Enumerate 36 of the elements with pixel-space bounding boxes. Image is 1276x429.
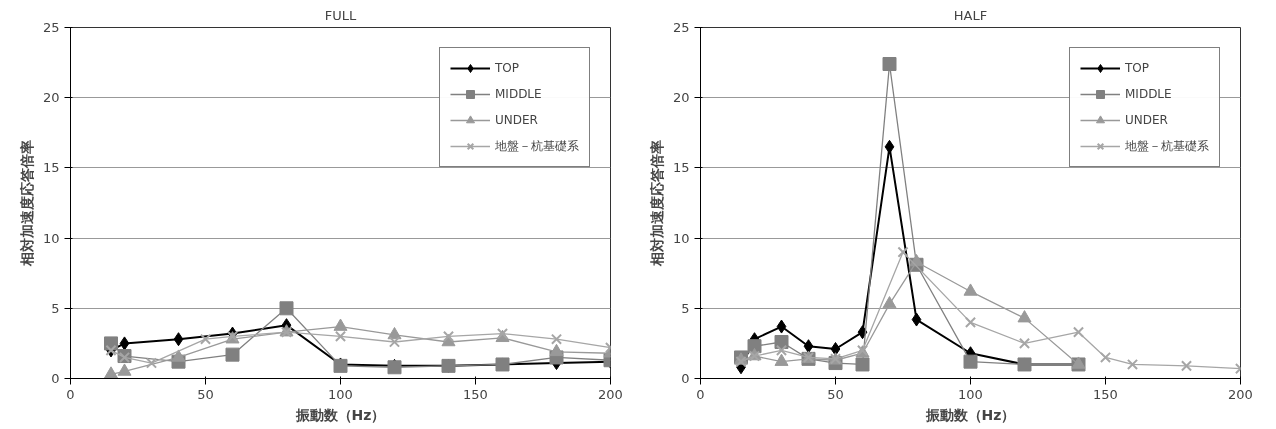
legend-label: MIDDLE bbox=[495, 87, 542, 101]
legend-label: 地盤－杭基礎系 bbox=[1125, 137, 1209, 155]
x-axis-title: 振動数（Hz） bbox=[924, 406, 1016, 423]
y-tick-label: 10 bbox=[672, 230, 690, 246]
y-tick-label: 25 bbox=[672, 20, 690, 35]
y-axis-title: 相対加速度応答倍率 bbox=[18, 140, 35, 267]
x-tick-label: 200 bbox=[1228, 386, 1253, 402]
y-tick-label: 0 bbox=[51, 371, 60, 386]
legend-label: UNDER bbox=[495, 113, 538, 127]
x-tick-label: 50 bbox=[827, 386, 844, 402]
chart-title: HALF bbox=[953, 7, 988, 23]
x-tick-label: 100 bbox=[328, 386, 353, 402]
x-tick-label: 150 bbox=[1093, 386, 1118, 402]
y-tick-label: 15 bbox=[672, 160, 690, 176]
x-tick-label: 0 bbox=[696, 386, 705, 402]
y-tick-label: 25 bbox=[42, 20, 60, 35]
legend-label: UNDER bbox=[1125, 113, 1168, 127]
y-tick-label: 20 bbox=[42, 90, 60, 106]
y-tick-label: 15 bbox=[42, 160, 60, 176]
x-tick-label: 150 bbox=[463, 386, 488, 402]
legend-label: 地盤－杭基礎系 bbox=[495, 137, 579, 155]
y-tick-label: 5 bbox=[681, 300, 690, 316]
y-tick-label: 0 bbox=[681, 371, 690, 386]
x-tick-label: 50 bbox=[197, 386, 214, 402]
x-axis-title: 振動数（Hz） bbox=[294, 406, 386, 423]
x-tick-label: 0 bbox=[66, 386, 75, 402]
legend-label: TOP bbox=[495, 61, 520, 75]
x-tick-label: 100 bbox=[958, 386, 983, 402]
y-tick-label: 10 bbox=[42, 230, 60, 246]
legend-label: MIDDLE bbox=[1125, 87, 1172, 101]
x-tick-label: 200 bbox=[598, 386, 623, 402]
y-tick-label: 5 bbox=[51, 300, 60, 316]
y-tick-label: 20 bbox=[672, 90, 690, 106]
y-axis-title: 相対加速度応答倍率 bbox=[648, 140, 665, 267]
chart-title: FULL bbox=[324, 7, 357, 23]
legend-label: TOP bbox=[1125, 61, 1150, 75]
